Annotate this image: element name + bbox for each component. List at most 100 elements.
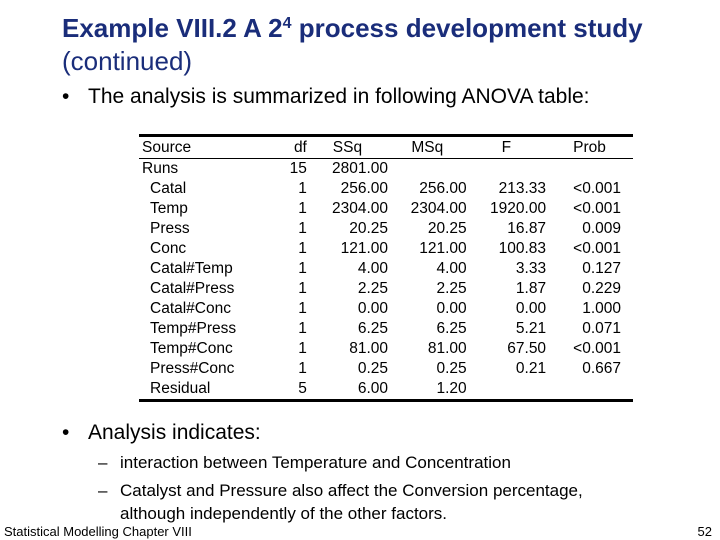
bullet-anova-intro: • The analysis is summarized in following… — [62, 84, 590, 110]
slide-title-line1: Example VIII.2 A 24 process development … — [62, 12, 712, 45]
cell-source: Press — [150, 220, 190, 237]
cell-ssq: 81.00 — [349, 340, 389, 357]
cell-f: 0.00 — [515, 300, 547, 317]
bullet-dot: • — [62, 85, 70, 108]
cell-prob: <0.001 — [573, 200, 621, 217]
cell-prob: 0.127 — [582, 260, 621, 277]
cell-ssq: 121.00 — [340, 240, 389, 257]
header-msq: MSq — [388, 137, 467, 159]
cell-ssq: 2304.00 — [332, 200, 389, 217]
table-row: Catal#Conc 1 0.00 0.00 0.00 1.000 — [139, 299, 633, 319]
cell-ssq: 20.25 — [349, 220, 389, 237]
anova-table: Source df SSq MSq F Prob Runs 15 2801.00 Ca… — [139, 134, 633, 402]
cell-source: Catal#Temp — [150, 260, 233, 277]
sub-bullet-dash: – — [98, 453, 108, 472]
cell-source: Press#Conc — [150, 360, 235, 377]
cell-df: 1 — [298, 260, 307, 277]
table-row: Catal 1 256.00 256.00 213.33 <0.001 — [139, 179, 633, 199]
cell-msq: 121.00 — [419, 240, 467, 257]
slide-title: Example VIII.2 A 24 process development … — [62, 12, 712, 78]
footer-course-chapter: Statistical Modelling Chapter VIII — [4, 524, 192, 539]
cell-ssq: 6.25 — [357, 320, 389, 337]
cell-df: 1 — [298, 340, 307, 357]
title-superscript: 4 — [282, 15, 292, 32]
cell-df: 1 — [298, 220, 307, 237]
cell-prob: 0.229 — [582, 280, 621, 297]
cell-msq: 256.00 — [419, 180, 467, 197]
cell-prob — [546, 159, 633, 180]
cell-msq: 1.20 — [436, 380, 467, 397]
cell-msq: 81.00 — [427, 340, 467, 357]
cell-ssq: 0.25 — [357, 360, 389, 377]
bullet-text: Analysis indicates: — [88, 421, 261, 444]
cell-source: Temp — [150, 200, 188, 217]
cell-msq: 20.25 — [427, 220, 467, 237]
sub-bullet-text: interaction between Temperature and Conc… — [120, 453, 511, 472]
table-row: Temp 1 2304.00 2304.00 1920.00 <0.001 — [139, 199, 633, 219]
cell-df: 1 — [298, 200, 307, 217]
cell-msq: 4.00 — [436, 260, 467, 277]
cell-f: 0.21 — [515, 360, 547, 377]
sub-bullet-continuation: although independently of the other fact… — [120, 504, 448, 523]
cell-source: Catal#Press — [150, 280, 235, 297]
cell-source: Residual — [150, 380, 211, 397]
cell-msq: 0.25 — [436, 360, 467, 377]
table-row: Runs 15 2801.00 — [139, 159, 633, 180]
cell-ssq: 2.25 — [357, 280, 389, 297]
table-row: Press#Conc 1 0.25 0.25 0.21 0.667 — [139, 359, 633, 379]
cell-source: Conc — [150, 240, 187, 257]
cell-ssq: 0.00 — [357, 300, 389, 317]
cell-df: 1 — [298, 240, 307, 257]
cell-source: Catal#Conc — [150, 300, 231, 317]
table-header-row: Source df SSq MSq F Prob — [139, 137, 633, 159]
cell-df: 1 — [298, 360, 307, 377]
cell-prob — [546, 379, 633, 399]
cell-ssq: 256.00 — [340, 180, 389, 197]
cell-prob: 0.009 — [582, 220, 621, 237]
header-prob: Prob — [546, 137, 633, 159]
sub-bullet-text: Catalyst and Pressure also affect the Co… — [120, 481, 583, 500]
cell-prob: 0.667 — [582, 360, 621, 377]
cell-source: Catal — [150, 180, 187, 197]
cell-prob: <0.001 — [573, 340, 621, 357]
cell-msq: 6.25 — [436, 320, 467, 337]
cell-df: 15 — [289, 160, 307, 177]
sub-bullet-interaction: – interaction between Temperature and Con… — [98, 451, 698, 474]
cell-f: 1.87 — [515, 280, 547, 297]
header-df: df — [278, 137, 307, 159]
cell-prob: <0.001 — [573, 240, 621, 257]
table-row: Temp#Press 1 6.25 6.25 5.21 0.071 — [139, 319, 633, 339]
bullet-text: The analysis is summarized in following … — [88, 85, 590, 108]
table-row: Catal#Temp 1 4.00 4.00 3.33 0.127 — [139, 259, 633, 279]
cell-f: 213.33 — [498, 180, 547, 197]
sub-bullet-dash: – — [98, 481, 108, 500]
cell-f — [467, 379, 546, 399]
header-f: F — [466, 137, 547, 159]
cell-msq: 2.25 — [436, 280, 467, 297]
cell-f: 100.83 — [498, 240, 547, 257]
cell-ssq: 4.00 — [357, 260, 389, 277]
table-row: Press 1 20.25 20.25 16.87 0.009 — [139, 219, 633, 239]
cell-prob: <0.001 — [573, 180, 621, 197]
cell-df: 1 — [298, 180, 307, 197]
cell-msq: 2304.00 — [410, 200, 467, 217]
cell-ssq: 6.00 — [357, 380, 389, 397]
cell-prob: 0.071 — [582, 320, 621, 337]
cell-source: Temp#Conc — [150, 340, 233, 357]
cell-f: 16.87 — [507, 220, 547, 237]
table-row: Temp#Conc 1 81.00 81.00 67.50 <0.001 — [139, 339, 633, 359]
cell-f — [467, 159, 546, 180]
title-bold-prefix: Example VIII.2 A 2 — [62, 13, 283, 43]
bullet-analysis-indicates: • Analysis indicates: — [62, 420, 261, 446]
table-row: Conc 1 121.00 121.00 100.83 <0.001 — [139, 239, 633, 259]
cell-f: 5.21 — [515, 320, 547, 337]
cell-ssq: 2801.00 — [332, 160, 389, 177]
cell-df: 5 — [298, 380, 307, 397]
cell-f: 67.50 — [507, 340, 547, 357]
cell-source: Runs — [142, 160, 179, 177]
table-row: Catal#Press 1 2.25 2.25 1.87 0.229 — [139, 279, 633, 299]
cell-msq: 0.00 — [436, 300, 467, 317]
cell-prob: 1.000 — [582, 300, 621, 317]
cell-f: 3.33 — [515, 260, 547, 277]
cell-df: 1 — [298, 280, 307, 297]
